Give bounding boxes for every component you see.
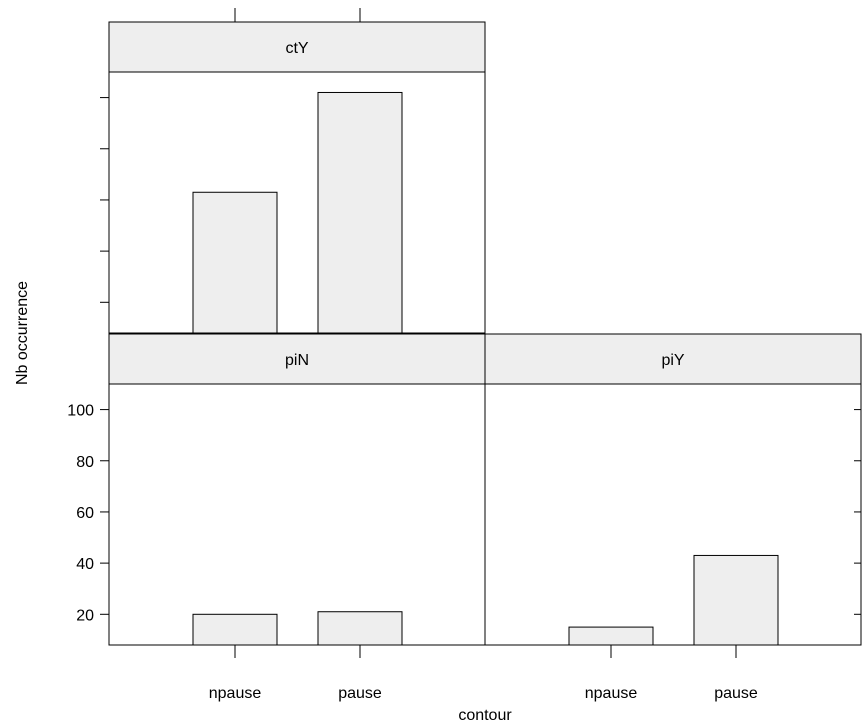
- panel-piN: piN: [108, 333, 486, 646]
- bar-piN-npause: [192, 613, 278, 646]
- bar-piN-pause: [317, 611, 403, 646]
- y-tick-label: 100: [67, 403, 94, 420]
- x-tick-label: pause: [338, 685, 382, 702]
- strip: [108, 333, 486, 385]
- y-tick-label: 20: [76, 607, 94, 624]
- panel-frame: [484, 383, 862, 646]
- x-tick-label: npause: [585, 685, 638, 702]
- y-axis-title: Nb occurrence: [14, 281, 31, 385]
- strip: [108, 21, 486, 73]
- panel-ctY: ctY: [108, 21, 486, 334]
- strip-label: piY: [661, 352, 684, 369]
- y-tick-label: 40: [76, 556, 94, 573]
- bar-ctY-pause: [317, 91, 403, 334]
- y-tick-label: 80: [76, 454, 94, 471]
- strip-label: ctY: [285, 40, 308, 57]
- x-tick-label: pause: [714, 685, 758, 702]
- strip: [484, 333, 862, 385]
- bar-piY-pause: [693, 554, 779, 646]
- y-tick-label: 60: [76, 505, 94, 522]
- bar-piY-npause: [568, 626, 654, 646]
- strip-label: piN: [285, 352, 309, 369]
- axes-layer: 20 40 60 80 100 npause pause npause pause: [67, 8, 861, 702]
- x-tick-label: npause: [209, 685, 262, 702]
- panel-frame: [108, 383, 486, 646]
- panel-frame: [108, 71, 486, 334]
- panels-layer: ctY piN piY: [108, 21, 862, 646]
- bar-ctY-npause: [192, 191, 278, 334]
- panel-piY: piY: [484, 333, 862, 646]
- x-axis-title: contour: [458, 707, 512, 724]
